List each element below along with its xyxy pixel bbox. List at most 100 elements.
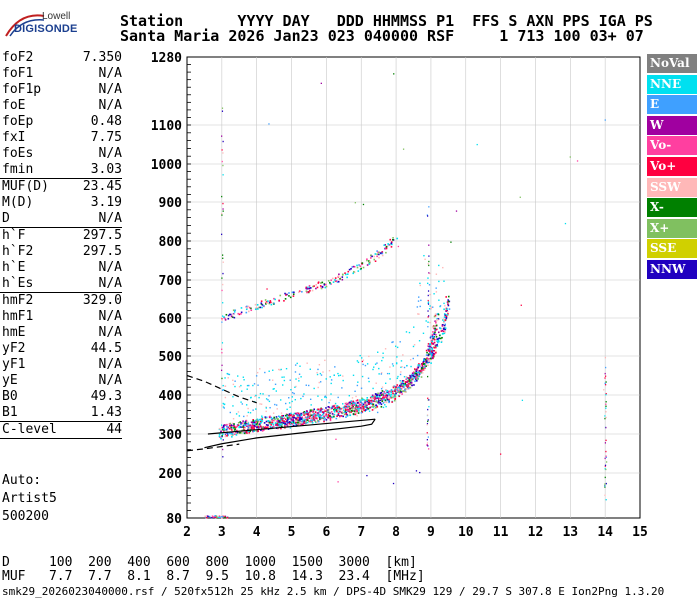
- data-point: [287, 418, 289, 421]
- data-point: [316, 371, 318, 374]
- data-point: [297, 415, 300, 417]
- data-point: [308, 415, 310, 418]
- data-point: [317, 386, 319, 389]
- data-point: [350, 267, 352, 270]
- data-point: [318, 414, 321, 417]
- data-point: [228, 427, 231, 430]
- data-point: [450, 241, 452, 243]
- data-point: [405, 376, 408, 378]
- data-point: [241, 429, 244, 432]
- data-point: [297, 421, 299, 424]
- data-point: [423, 369, 426, 371]
- data-point: [224, 317, 226, 320]
- data-point: [388, 394, 390, 397]
- data-point: [381, 359, 383, 362]
- param-value: 297.5: [82, 228, 122, 243]
- param-label: M(D): [2, 195, 34, 210]
- data-point: [291, 400, 293, 403]
- data-point: [368, 399, 370, 401]
- data-point: [361, 262, 364, 264]
- digisonde-logo: Lowell DIGISONDE: [4, 10, 77, 40]
- data-point: [442, 319, 444, 321]
- data-point: [231, 436, 233, 438]
- data-point: [302, 418, 304, 421]
- data-point: [383, 244, 386, 246]
- data-point: [393, 399, 396, 402]
- data-point: [402, 354, 404, 356]
- data-point: [430, 353, 433, 356]
- data-point: [224, 377, 226, 379]
- muf-row: MUF 7.7 7.7 8.1 8.7 9.5 10.8 14.3 23.4 […: [2, 569, 425, 584]
- data-point: [309, 287, 312, 289]
- data-point: [366, 474, 368, 477]
- data-point: [419, 365, 422, 367]
- data-point: [340, 408, 342, 410]
- data-point: [255, 423, 258, 426]
- data-point: [316, 412, 319, 414]
- data-point: [369, 396, 372, 399]
- data-point: [349, 407, 351, 410]
- data-point: [433, 332, 435, 335]
- data-point: [413, 368, 416, 370]
- data-point: [327, 411, 330, 414]
- data-point: [294, 364, 297, 366]
- data-point: [221, 426, 224, 429]
- data-point: [291, 423, 294, 425]
- data-point: [232, 418, 235, 420]
- data-point: [278, 368, 280, 371]
- data-point: [425, 349, 428, 352]
- data-point: [211, 515, 214, 517]
- data-point: [351, 397, 354, 399]
- data-point: [415, 379, 418, 382]
- data-point: [245, 305, 248, 308]
- param-label: yF1: [2, 357, 26, 372]
- data-point: [317, 368, 319, 371]
- data-point: [371, 405, 373, 408]
- data-point: [380, 387, 383, 390]
- data-point: [255, 419, 258, 421]
- data-point: [325, 283, 327, 286]
- data-point: [428, 255, 430, 257]
- data-point: [221, 369, 223, 372]
- data-point: [298, 414, 301, 416]
- data-point: [342, 375, 344, 377]
- data-point: [325, 407, 327, 409]
- data-point: [335, 438, 337, 440]
- data-point: [413, 375, 416, 378]
- y-tick-label: 80: [166, 512, 182, 527]
- data-point: [357, 270, 360, 272]
- data-point: [337, 396, 339, 399]
- data-point: [288, 416, 290, 418]
- data-point: [411, 384, 413, 387]
- data-point: [288, 397, 290, 399]
- legend-item-nnw: NNW: [647, 259, 697, 279]
- data-point: [288, 421, 291, 423]
- data-point: [288, 295, 290, 297]
- data-point: [305, 384, 307, 386]
- data-point: [280, 418, 282, 421]
- data-point: [348, 406, 351, 408]
- data-point: [246, 384, 249, 387]
- data-point: [427, 445, 429, 447]
- data-point: [250, 424, 253, 427]
- data-point: [344, 408, 347, 411]
- data-point: [403, 383, 405, 386]
- data-point: [293, 422, 296, 425]
- data-point: [375, 382, 377, 384]
- data-point: [232, 424, 235, 427]
- param-row: yE N/A: [0, 373, 126, 389]
- data-point: [417, 300, 420, 302]
- data-point: [605, 393, 607, 396]
- data-point: [384, 399, 387, 401]
- data-point: [352, 374, 355, 377]
- data-point: [367, 377, 370, 379]
- data-point: [370, 401, 373, 404]
- data-point: [306, 413, 309, 416]
- data-point: [268, 301, 271, 304]
- data-point: [329, 281, 331, 284]
- data-point: [222, 456, 224, 458]
- data-point: [351, 402, 353, 405]
- data-point: [427, 345, 429, 347]
- data-point: [290, 419, 293, 422]
- data-point: [294, 412, 297, 415]
